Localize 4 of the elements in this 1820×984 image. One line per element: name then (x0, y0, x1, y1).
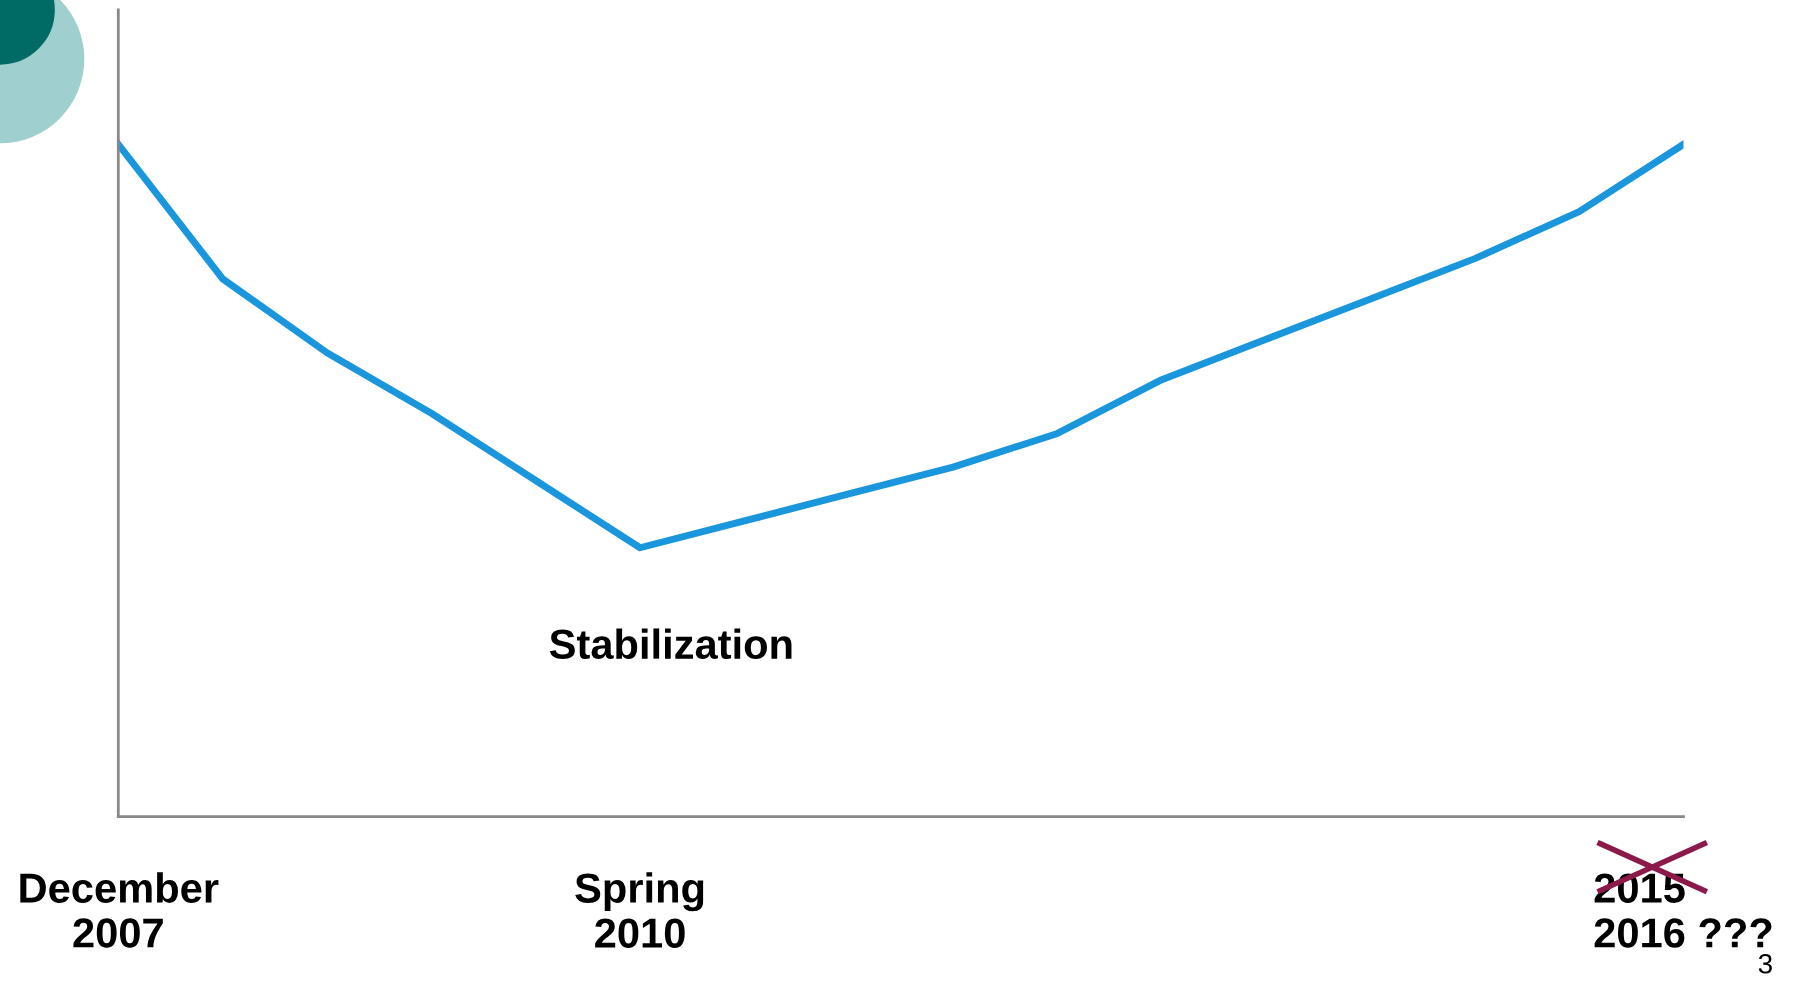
x-tick-label: December 2007 (20, 872, 219, 948)
x-tick-label: Spring 2010 (575, 872, 704, 948)
text: 3 (1758, 953, 1772, 974)
annotation: Stabilization (549, 628, 792, 660)
